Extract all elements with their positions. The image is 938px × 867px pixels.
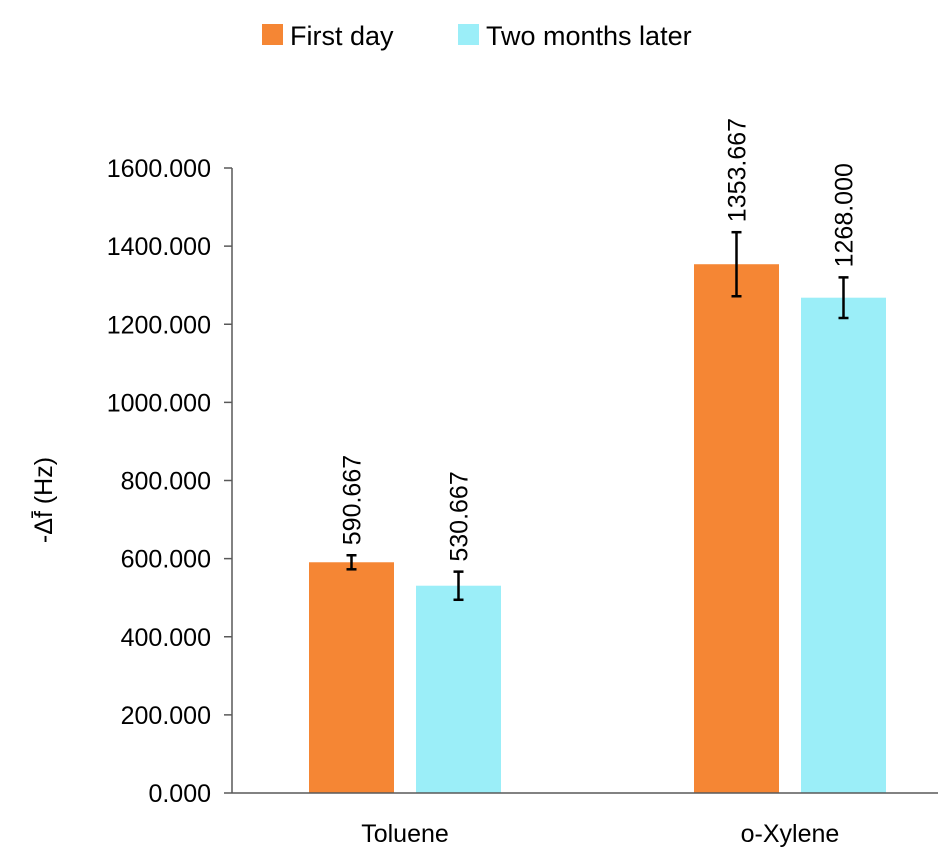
legend-swatch	[262, 24, 283, 45]
bar	[309, 562, 394, 793]
data-label: 1268.000	[831, 163, 859, 267]
y-tick-label: 200.000	[121, 702, 211, 730]
y-tick-label: 1600.000	[107, 155, 211, 183]
bar	[801, 297, 886, 793]
y-tick-label: 400.000	[121, 624, 211, 652]
data-label: 530.667	[446, 471, 474, 561]
bar	[416, 585, 501, 793]
x-axis: Toluene o-Xylene	[232, 792, 938, 848]
bars: 590.667 530.667 1353.667 1268.000	[309, 118, 886, 793]
y-axis-title: -Δf̄ (Hz)	[30, 457, 58, 543]
legend: First day Two months later	[262, 21, 692, 51]
data-label: 590.667	[339, 455, 367, 545]
y-tick-label: 1400.000	[107, 233, 211, 261]
y-tick-label: 800.000	[121, 468, 211, 496]
legend-label: Two months later	[486, 21, 692, 51]
y-axis: 0.000 200.000 400.000 600.000 800.000 1000.00…	[107, 155, 233, 808]
data-label: 1353.667	[724, 118, 752, 222]
y-tick-label: 1200.000	[107, 311, 211, 339]
legend-label: First day	[290, 21, 394, 51]
legend-swatch	[458, 24, 479, 45]
y-tick-label: 600.000	[121, 546, 211, 574]
y-tick-label: 1000.000	[107, 389, 211, 417]
y-tick-label: 0.000	[148, 780, 211, 808]
category-label: o-Xylene	[741, 820, 840, 848]
category-label: Toluene	[361, 820, 449, 848]
bar	[694, 264, 779, 793]
